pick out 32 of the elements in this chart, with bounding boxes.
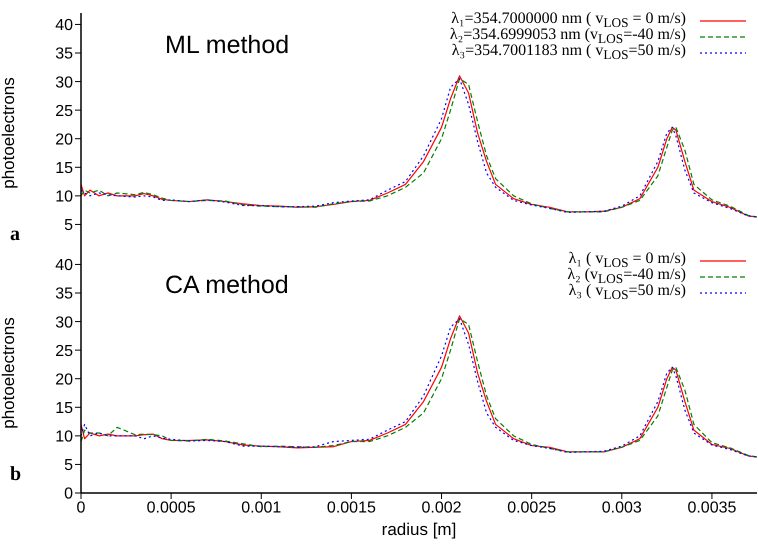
x-axis-title: radius [m] — [382, 520, 456, 539]
x-tick-label: 0.003 — [602, 499, 642, 516]
x-tick-label: 0.002 — [422, 499, 462, 516]
y-tick-label: 20 — [55, 371, 74, 388]
y-tick-label: 20 — [55, 131, 74, 148]
text: a — [10, 223, 20, 246]
x-tick-label: 0.001 — [241, 499, 282, 516]
y-tick-label: 30 — [55, 74, 74, 92]
y-tick-label: 5 — [64, 217, 74, 234]
y-tick-label: 10 — [55, 188, 74, 206]
x-tick-label: 0.0025 — [507, 499, 556, 516]
text: b — [10, 463, 22, 486]
y-tick-label: 0 — [64, 486, 74, 503]
y-tick-label: 40 — [55, 17, 74, 34]
y-tick-label: 30 — [55, 314, 74, 332]
y-tick-label: 35 — [55, 46, 74, 63]
x-tick-label: 0.0035 — [687, 499, 737, 516]
y-tick-label: 15 — [55, 160, 74, 177]
y-tick-label: 15 — [55, 400, 74, 417]
y-tick-label: 25 — [55, 342, 74, 360]
y-axis-title: photoelectrons — [0, 77, 18, 189]
y-tick-label: 25 — [55, 102, 74, 120]
x-tick-label: 0 — [76, 499, 86, 516]
y-tick-label: 40 — [55, 257, 74, 274]
y-tick-label: 5 — [64, 457, 74, 474]
text: ML method — [165, 31, 290, 60]
x-tick-label: 0.0005 — [146, 499, 196, 516]
y-tick-label: 35 — [55, 286, 74, 303]
y-tick-label: 10 — [55, 428, 74, 446]
y-axis-title: photoelectrons — [0, 317, 18, 429]
x-tick-label: 0.0015 — [326, 499, 376, 516]
text: CA method — [165, 271, 289, 300]
